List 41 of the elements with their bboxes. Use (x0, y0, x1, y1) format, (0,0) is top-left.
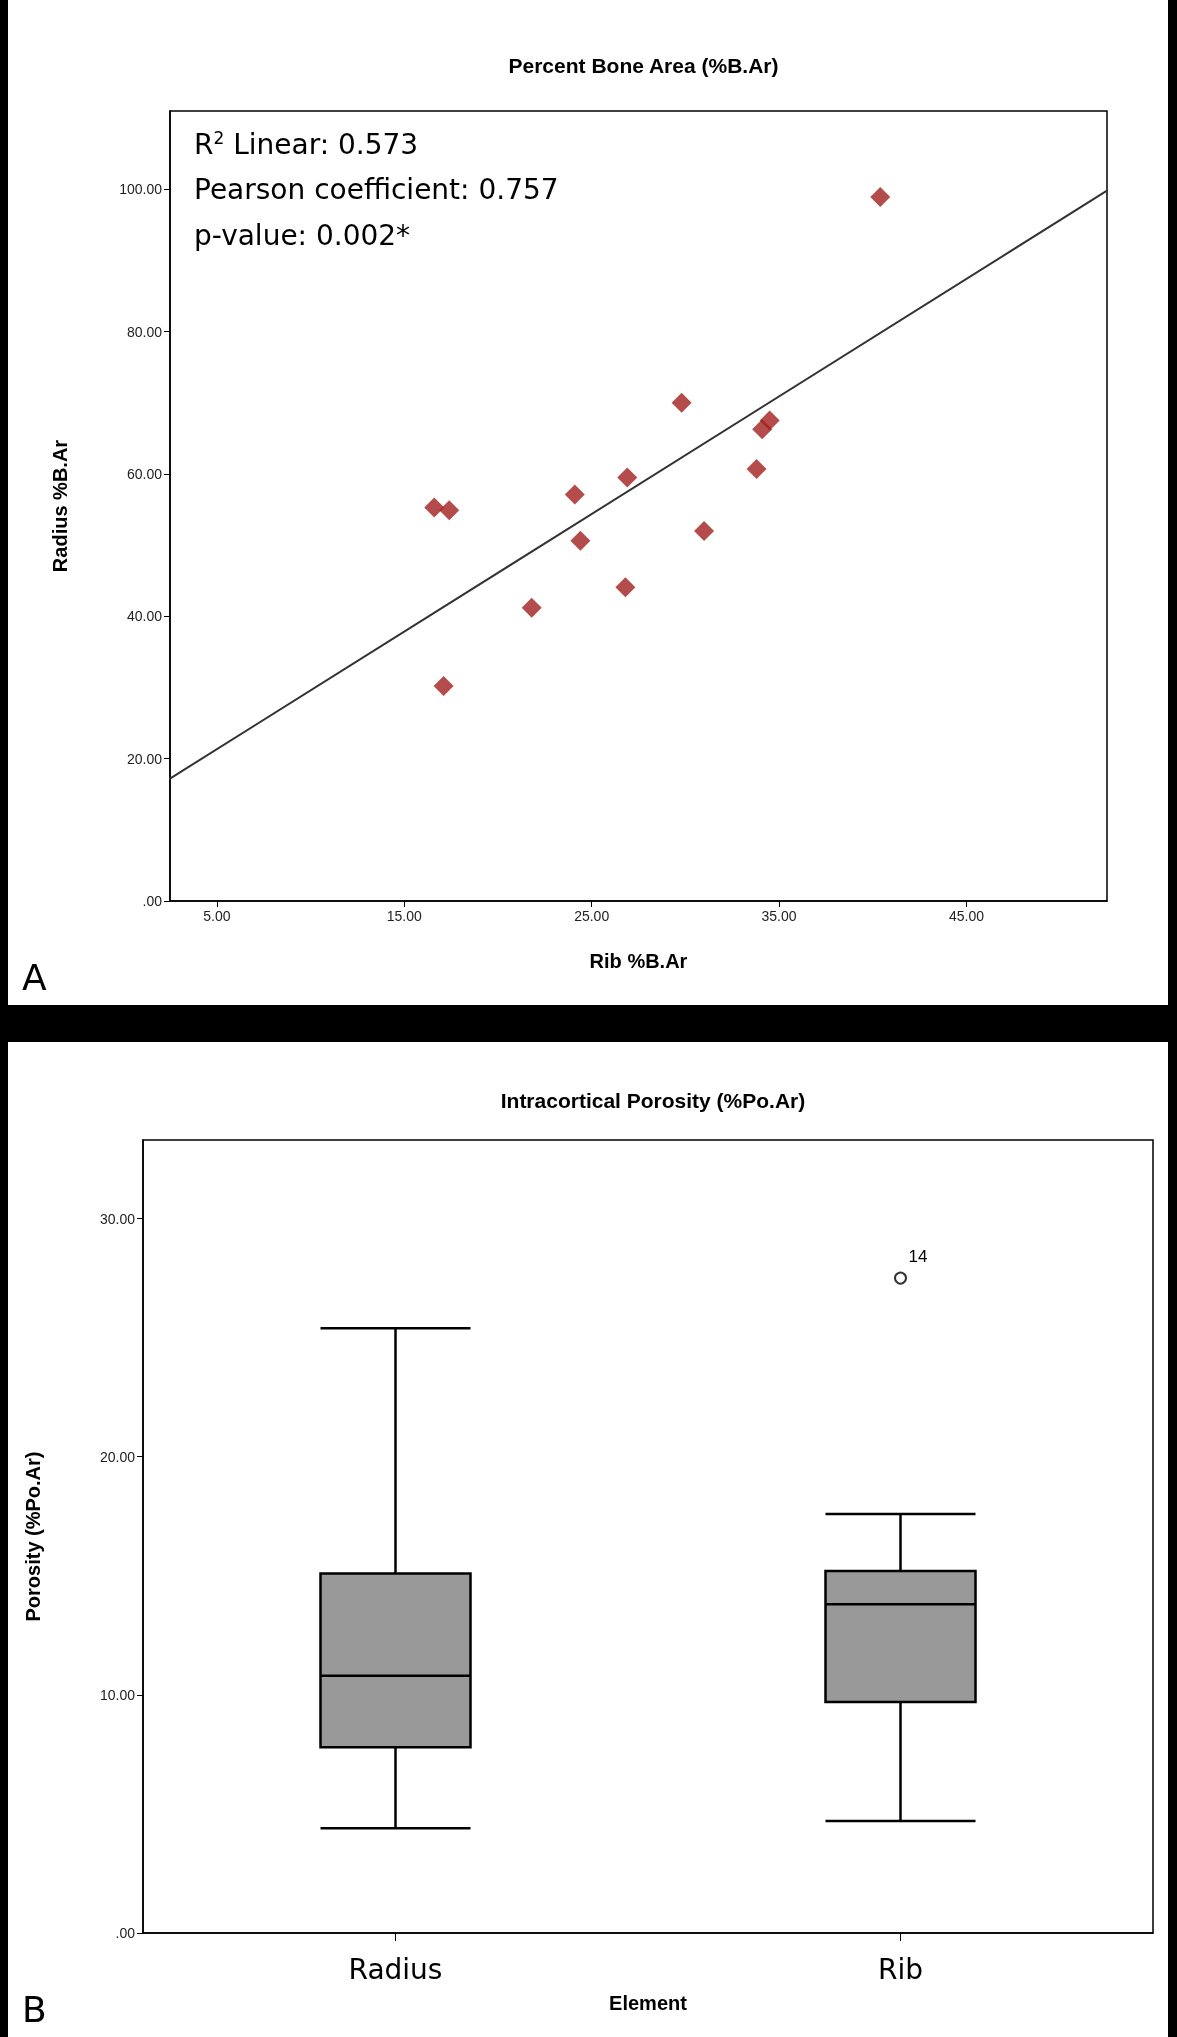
point (694, 520, 715, 541)
point (759, 410, 780, 431)
y-tick-label: 20.00 (126, 750, 163, 767)
y-tick-label: 100.00 (119, 181, 163, 198)
point (424, 497, 445, 518)
point (671, 392, 692, 413)
x-tick-label: Radius (348, 1952, 443, 1986)
x-tick-label: 35.00 (761, 908, 797, 924)
point (746, 458, 767, 479)
x-tick-label: 5.00 (203, 908, 231, 924)
x-tick-label: Rib (877, 1952, 924, 1986)
text: B (22, 1988, 47, 2030)
point (870, 187, 891, 208)
point (564, 484, 585, 505)
y-tick-label: 40.00 (126, 608, 163, 625)
chart-title: Intracortical Porosity (%Po.Ar) (500, 1089, 806, 1112)
y-axis-title: Radius %B.Ar (49, 439, 71, 573)
y-tick-label: .00 (142, 893, 163, 909)
y-tick-label: 60.00 (126, 465, 163, 482)
point (433, 676, 454, 697)
point (617, 467, 638, 488)
x-axis-title: Element (609, 1992, 688, 2014)
point (615, 577, 636, 598)
x-tick-label: 25.00 (574, 908, 610, 924)
y-tick-label: 30.00 (99, 1210, 136, 1227)
y-tick-label: 20.00 (99, 1448, 136, 1465)
y-tick-label: 80.00 (126, 323, 163, 340)
point (521, 597, 542, 618)
chart-title: Percent Bone Area (%B.Ar) (508, 54, 779, 77)
y-axis-title: Porosity (%Po.Ar) (22, 1451, 44, 1622)
x-tick-label: 45.00 (948, 908, 985, 924)
y-tick-label: 10.00 (99, 1686, 136, 1703)
point (570, 530, 591, 551)
x-tick-label: 15.00 (386, 908, 422, 924)
point (439, 500, 460, 521)
annotation: p-value: 0.002* (194, 218, 411, 252)
annotation: 14 (908, 1247, 928, 1267)
x-axis-title: Rib %B.Ar (589, 950, 688, 972)
annotation: Pearson coefficient: 0.757 (194, 172, 559, 206)
text: A (22, 956, 47, 998)
y-tick-label: .00 (115, 1925, 136, 1941)
